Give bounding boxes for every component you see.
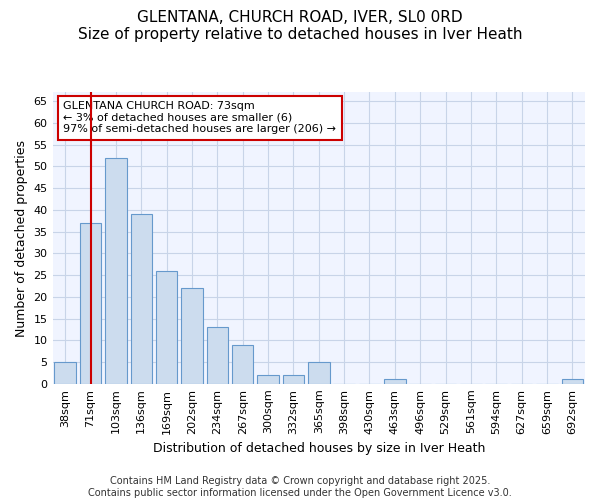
Text: Contains HM Land Registry data © Crown copyright and database right 2025.
Contai: Contains HM Land Registry data © Crown c…	[88, 476, 512, 498]
Text: GLENTANA, CHURCH ROAD, IVER, SL0 0RD
Size of property relative to detached house: GLENTANA, CHURCH ROAD, IVER, SL0 0RD Siz…	[78, 10, 522, 42]
Bar	[105, 158, 127, 384]
Bar	[181, 288, 203, 384]
Bar	[384, 380, 406, 384]
Bar	[562, 380, 583, 384]
Text: GLENTANA CHURCH ROAD: 73sqm
← 3% of detached houses are smaller (6)
97% of semi-: GLENTANA CHURCH ROAD: 73sqm ← 3% of deta…	[63, 101, 336, 134]
X-axis label: Distribution of detached houses by size in Iver Heath: Distribution of detached houses by size …	[152, 442, 485, 455]
Bar	[80, 223, 101, 384]
Bar	[283, 375, 304, 384]
Bar	[257, 375, 279, 384]
Bar	[308, 362, 329, 384]
Bar	[156, 270, 178, 384]
Bar	[55, 362, 76, 384]
Bar	[131, 214, 152, 384]
Y-axis label: Number of detached properties: Number of detached properties	[15, 140, 28, 336]
Bar	[232, 344, 253, 384]
Bar	[206, 328, 228, 384]
